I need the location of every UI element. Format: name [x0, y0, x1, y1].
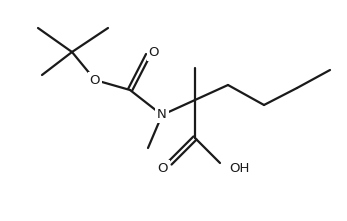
Text: O: O [149, 46, 159, 59]
Text: O: O [158, 162, 168, 175]
Text: O: O [90, 74, 100, 86]
Text: OH: OH [229, 162, 249, 175]
Text: N: N [157, 109, 167, 122]
